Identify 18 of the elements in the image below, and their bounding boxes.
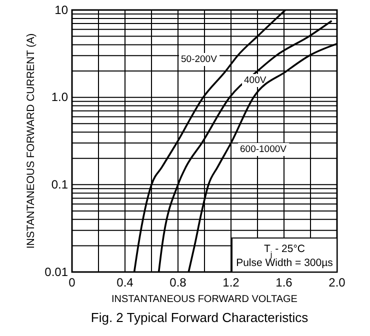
- y-axis-title: INSTANTANEOUS FORWARD CURRENT (A): [25, 33, 37, 249]
- text: Fig. 2 Typical Forward Characteristics: [90, 310, 309, 325]
- annotation: Pulse Width = 300µs: [236, 257, 333, 269]
- x-tick-label: 0.8: [170, 276, 187, 290]
- series-label: 50-200V: [181, 54, 218, 65]
- series-label: 600-1000V: [240, 144, 288, 155]
- x-tick-label: 0: [68, 276, 76, 290]
- x-tick-label: 2.0: [328, 276, 346, 290]
- y-tick-label: 0.01: [44, 264, 68, 279]
- x-axis-title: INSTANTANEOUS FORWARD VOLTAGE: [112, 294, 298, 305]
- y-tick-label: 10: [54, 2, 68, 17]
- x-tick-label: 1.6: [276, 276, 293, 290]
- y-tick-label: 1.0: [51, 90, 68, 104]
- annotation: T$_{j}$ - 25°C: [264, 243, 306, 258]
- x-tick-label: 1.2: [222, 276, 240, 290]
- x-tick-label: 0.4: [116, 276, 134, 290]
- series-label: 400V: [244, 75, 267, 86]
- y-tick-label: 0.1: [51, 178, 68, 192]
